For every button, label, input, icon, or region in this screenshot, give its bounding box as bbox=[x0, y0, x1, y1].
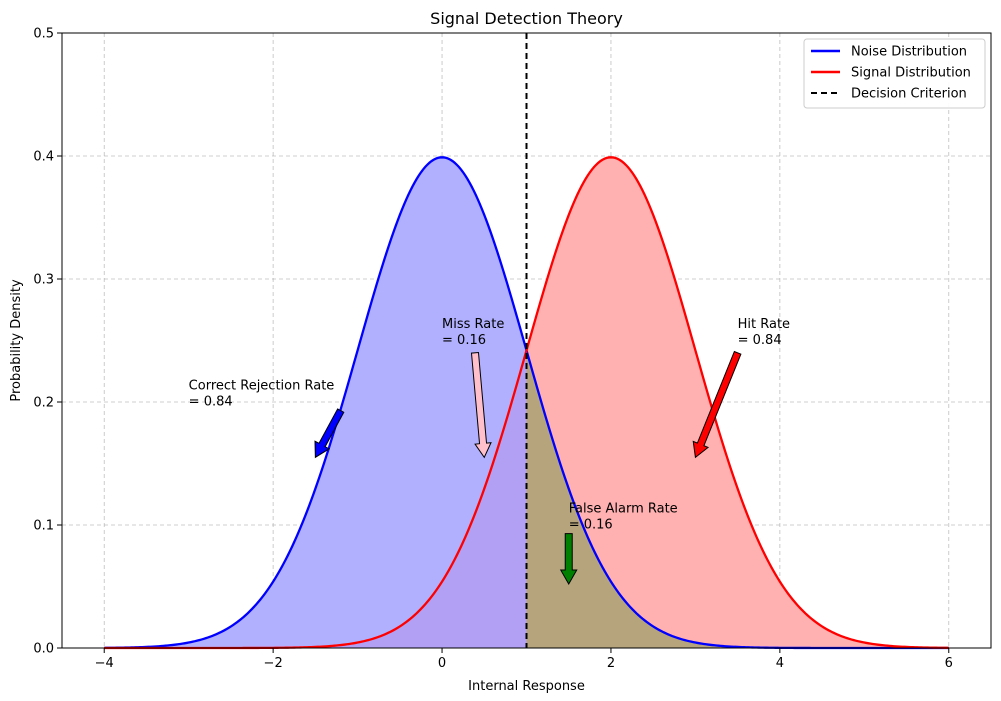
y-tick-label-2: 0.2 bbox=[33, 396, 54, 411]
legend-label-noise: Noise Distribution bbox=[851, 45, 967, 60]
annotation-2-text-1: = 0.84 bbox=[738, 333, 782, 348]
y-tick-label-4: 0.4 bbox=[33, 150, 54, 165]
annotation-2: Hit Rate= 0.84 bbox=[692, 317, 790, 459]
y-axis-title: Probability Density bbox=[9, 279, 24, 402]
area-hit bbox=[526, 157, 949, 649]
annotation-3-text-0: False Alarm Rate bbox=[569, 502, 678, 517]
annotation-2-arrow bbox=[692, 350, 742, 459]
plot-frame bbox=[61, 32, 992, 649]
annotation-3-arrow bbox=[559, 533, 578, 586]
area-miss bbox=[104, 350, 527, 648]
area-false-alarm bbox=[526, 350, 949, 648]
legend-label-criterion: Decision Criterion bbox=[851, 87, 967, 102]
x-axis-title: Internal Response bbox=[468, 679, 585, 694]
x-tick-label-3: 2 bbox=[607, 656, 615, 671]
legend-box bbox=[803, 38, 986, 109]
annotation-0-text-1: = 0.84 bbox=[189, 395, 233, 410]
annotation-0: Correct Rejection Rate= 0.84 bbox=[189, 379, 345, 459]
annotation-0-arrow bbox=[314, 408, 345, 459]
y-tick-label-3: 0.3 bbox=[33, 273, 54, 288]
y-tick-label-5: 0.5 bbox=[33, 27, 54, 42]
annotation-1: Miss Rate= 0.16 bbox=[442, 317, 504, 459]
annotation-1-text-0: Miss Rate bbox=[442, 317, 504, 332]
annotation-1-text-1: = 0.16 bbox=[442, 333, 486, 348]
y-tick-label-1: 0.1 bbox=[33, 519, 54, 534]
annotation-2-text-0: Hit Rate bbox=[738, 317, 790, 332]
y-ticks: 0.0 0.1 0.2 0.3 0.4 0.5 bbox=[33, 27, 62, 657]
x-tick-label-4: 4 bbox=[776, 656, 784, 671]
annotation-1-arrow bbox=[470, 351, 492, 459]
legend: Noise Distribution Signal Distribution D… bbox=[803, 38, 986, 109]
area-fills bbox=[104, 157, 949, 649]
legend-label-signal: Signal Distribution bbox=[851, 66, 971, 81]
x-tick-label-0: −4 bbox=[95, 656, 114, 671]
annotation-3-text-1: = 0.16 bbox=[569, 518, 613, 533]
annotation-0-text-0: Correct Rejection Rate bbox=[189, 379, 335, 394]
legend-item-signal: Signal Distribution bbox=[811, 66, 971, 81]
legend-item-noise: Noise Distribution bbox=[811, 45, 967, 60]
annotation-3: False Alarm Rate= 0.16 bbox=[559, 502, 678, 586]
y-tick-label-0: 0.0 bbox=[33, 642, 54, 657]
x-tick-label-1: −2 bbox=[264, 656, 283, 671]
legend-item-criterion: Decision Criterion bbox=[811, 87, 967, 102]
x-ticks: −4 −2 0 2 4 6 bbox=[95, 648, 953, 671]
chart-title: Signal Detection Theory bbox=[430, 9, 623, 28]
area-correct-rejection bbox=[104, 157, 527, 649]
x-tick-label-2: 0 bbox=[438, 656, 446, 671]
x-tick-label-5: 6 bbox=[945, 656, 953, 671]
